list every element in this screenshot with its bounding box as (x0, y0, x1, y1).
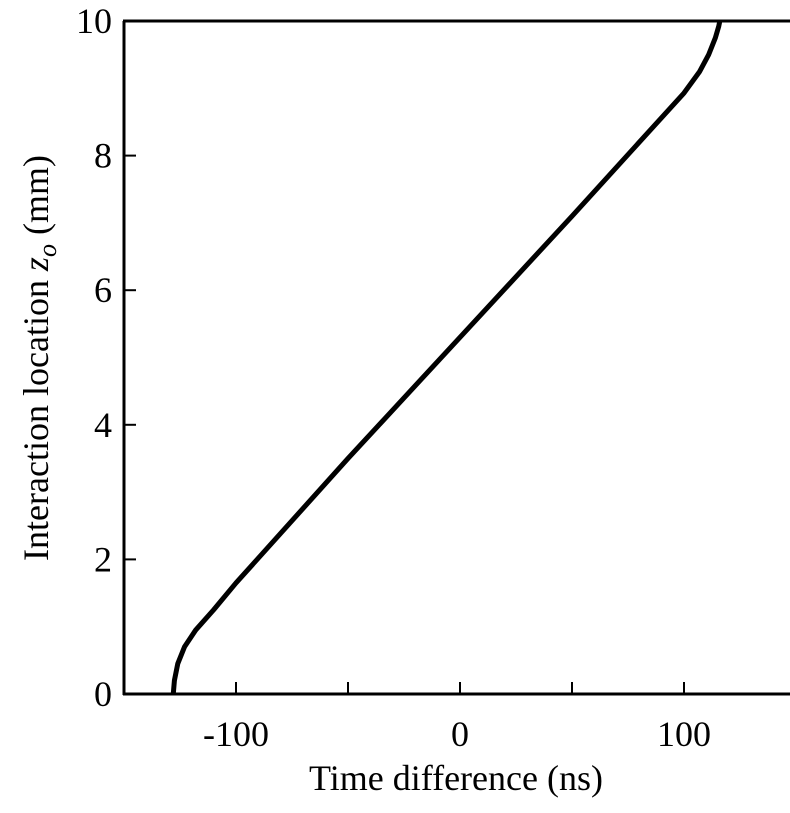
x-tick-label: 100 (657, 714, 711, 754)
x-axis-label: Time difference (ns) (309, 758, 603, 798)
y-label-var: z (16, 257, 56, 272)
x-tick-label: -100 (203, 714, 269, 754)
y-tick-label: 2 (94, 539, 112, 579)
y-label-sub: o (33, 244, 62, 257)
y-tick-label: 8 (94, 136, 112, 176)
y-tick-label: 4 (94, 405, 112, 445)
y-tick-label: 10 (76, 1, 112, 41)
data-line (170, 20, 723, 695)
y-axis-label: Interaction location zo (mm) (16, 155, 62, 561)
y-tick-label: 6 (94, 270, 112, 310)
x-tick-label: 0 (451, 714, 469, 754)
y-tick-label: 0 (94, 674, 112, 714)
y-label-unit: (mm) (16, 155, 56, 244)
y-label-text: Interaction location (16, 271, 56, 561)
